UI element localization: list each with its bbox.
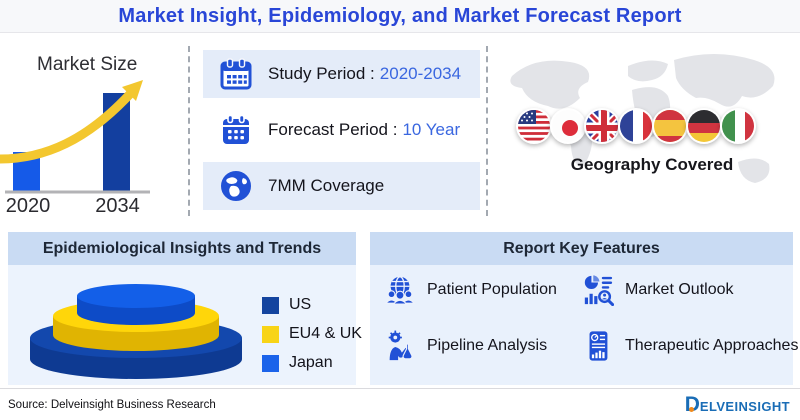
footer: Source: Delveinsight Business Research D… [0,388,800,420]
feature-therapeutic-approaches: Therapeutic Approaches [582,330,798,362]
forecast-period-label: Forecast Period : [268,120,398,139]
flag-france-icon [618,108,654,144]
legend-item-japan: Japan [262,354,362,372]
year-label-2034: 2034 [95,195,140,217]
calendar-icon [216,113,256,147]
flag-germany-icon [686,108,722,144]
flag-italy-icon [720,108,756,144]
epidemiology-panel: Epidemiological Insights and Trends US E… [8,232,362,385]
growth-arrow-head [122,80,143,101]
patient-population-icon [384,274,416,306]
delveinsight-logo: D ELVEINSIGHT [685,394,790,415]
pipeline-analysis-icon [384,330,416,362]
study-info-panel: Study Period :2020-2034 Forecast Period … [203,50,480,218]
feature-patient-population: Patient Population [384,274,582,306]
report-features-header: Report Key Features [370,232,793,265]
flag-spain-icon [652,108,688,144]
epidemiology-header: Epidemiological Insights and Trends [8,232,356,265]
feature-label-therapeutic-approaches: Therapeutic Approaches [625,337,799,354]
year-label-2020: 2020 [5,195,51,217]
feature-pipeline-analysis: Pipeline Analysis [384,330,582,362]
legend-label-eu4-uk: EU4 & UK [289,325,362,342]
legend-swatch-eu4-uk [262,325,279,343]
page-title: Market Insight, Epidemiology, and Market… [118,4,682,27]
logo-text: ELVEINSIGHT [699,399,790,414]
legend-label-japan: Japan [289,354,333,371]
feature-label-pipeline-analysis: Pipeline Analysis [427,337,548,354]
study-period-value: 2020-2034 [379,64,462,83]
legend-item-us: US [262,296,362,314]
feature-label-patient-population: Patient Population [427,281,557,298]
calendar-pins-icon [216,57,256,91]
forecast-period-value: 10 Year [402,120,461,139]
dashed-separator-left [188,46,190,216]
legend-item-eu4-uk: EU4 & UK [262,325,362,343]
therapeutic-approaches-icon [582,330,614,362]
flag-us-icon [516,108,552,144]
market-size-title: Market Size [37,54,138,75]
geography-caption: Geography Covered [570,155,734,174]
dashed-separator-right [486,46,488,216]
podium-legend: US EU4 & UK Japan [262,296,362,372]
market-outlook-icon [582,274,614,306]
forecast-period-row: Forecast Period :10 Year [203,106,480,154]
growth-arrow [0,89,135,164]
market-size-chart [0,80,150,194]
report-features-panel: Report Key Features [370,232,798,385]
flag-row [516,108,756,144]
logo-initial: D [684,393,700,416]
coverage-label: 7MM Coverage [268,176,385,195]
legend-swatch-us [262,296,279,314]
logo-dot-icon [688,407,694,412]
features-grid: Patient Population [384,274,798,362]
podium-chart [30,284,242,379]
feature-market-outlook: Market Outlook [582,274,798,306]
legend-label-us: US [289,296,312,313]
coverage-row: 7MM Coverage [203,162,480,210]
study-period-row: Study Period :2020-2034 [203,50,480,98]
source-text: Source: Delveinsight Business Research [8,398,216,411]
feature-label-market-outlook: Market Outlook [625,281,734,298]
globe-icon [216,169,256,203]
flag-uk-icon [584,108,620,144]
legend-swatch-japan [262,354,279,372]
title-banner: Market Insight, Epidemiology, and Market… [0,0,800,33]
study-period-label: Study Period : [268,64,375,83]
flag-japan-icon [550,108,586,144]
